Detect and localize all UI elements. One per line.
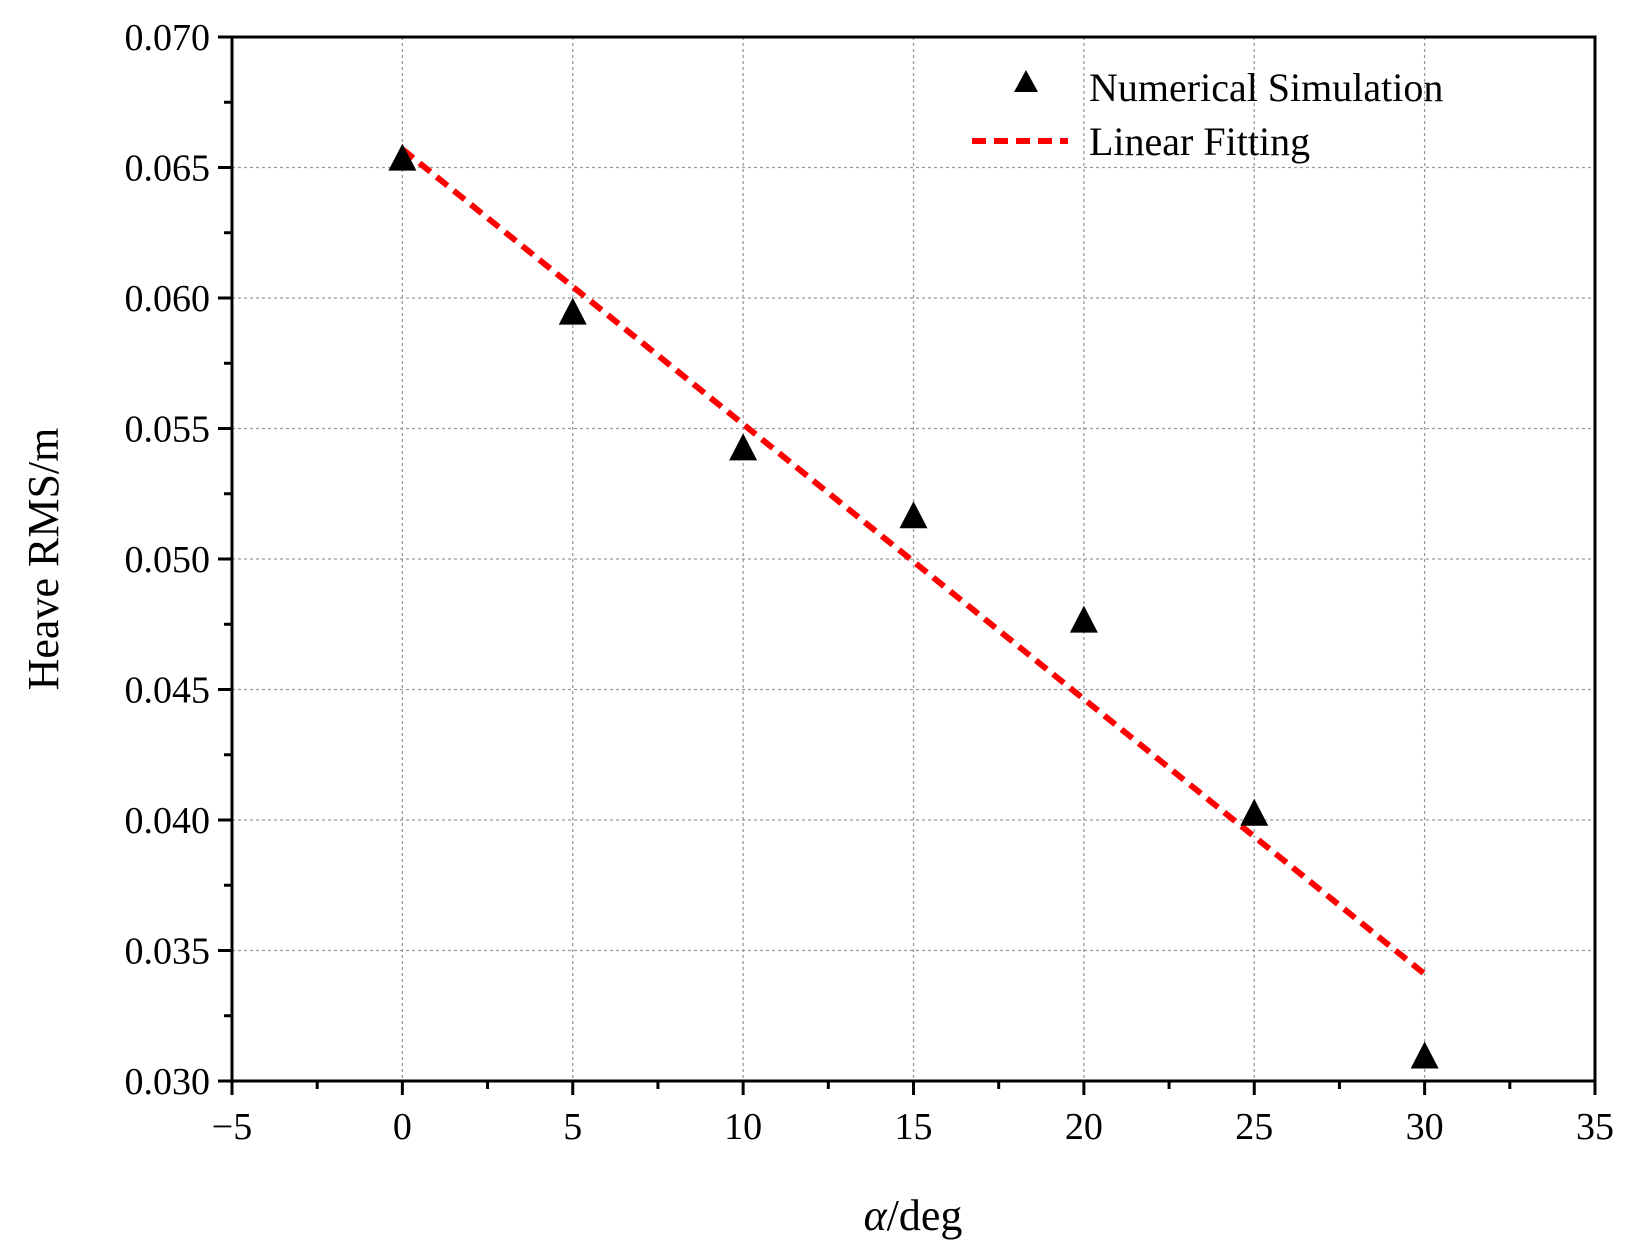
y-tick-label: 0.060 [125, 278, 211, 320]
x-tick-label: −5 [212, 1106, 252, 1148]
x-tick-label: 10 [724, 1106, 762, 1148]
data-point-triangle [899, 501, 928, 529]
axis-ticks [218, 35, 1597, 1095]
x-tick-label: 20 [1065, 1106, 1103, 1148]
legend-marker-triangle [1014, 70, 1038, 92]
x-tick-label: 35 [1576, 1106, 1614, 1148]
x-tick-label: 30 [1406, 1106, 1444, 1148]
data-point-triangle [1240, 798, 1269, 826]
y-tick-label: 0.030 [125, 1061, 211, 1103]
x-axis-label: α/deg [864, 1191, 963, 1240]
data-point-triangle [388, 143, 417, 171]
series-layer [388, 143, 1439, 1069]
x-tick-label: 15 [895, 1106, 933, 1148]
tick-labels: −5 0 5 10 15 20 25 30 35 0.030 0.035 0.040 0.045 0.05… [125, 17, 1615, 1148]
grid [232, 37, 1595, 1081]
legend-label-numerical-simulation: Numerical Simulation [1089, 65, 1443, 110]
data-point-triangle [1410, 1041, 1439, 1069]
y-tick-label: 0.040 [125, 800, 211, 842]
x-tick-label: 25 [1235, 1106, 1273, 1148]
plot-frame [230, 35, 1597, 1083]
x-tick-label: 0 [393, 1106, 412, 1148]
y-tick-label: 0.045 [125, 670, 211, 712]
data-point-triangle [558, 297, 587, 325]
x-axis-label-unit: /deg [887, 1191, 963, 1240]
y-tick-label: 0.050 [125, 539, 211, 581]
y-tick-label: 0.055 [125, 409, 211, 451]
legend-label-linear-fitting: Linear Fitting [1089, 119, 1310, 164]
y-tick-label: 0.070 [125, 17, 211, 59]
y-axis-label: Heave RMS/m [19, 428, 68, 691]
x-tick-label: 5 [563, 1106, 582, 1148]
data-point-triangle [729, 433, 758, 461]
y-tick-label: 0.035 [125, 931, 211, 973]
data-point-triangle [1069, 605, 1098, 633]
y-tick-label: 0.065 [125, 148, 211, 190]
x-axis-label-symbol: α [864, 1191, 888, 1240]
legend: Numerical Simulation Linear Fitting [972, 65, 1443, 164]
